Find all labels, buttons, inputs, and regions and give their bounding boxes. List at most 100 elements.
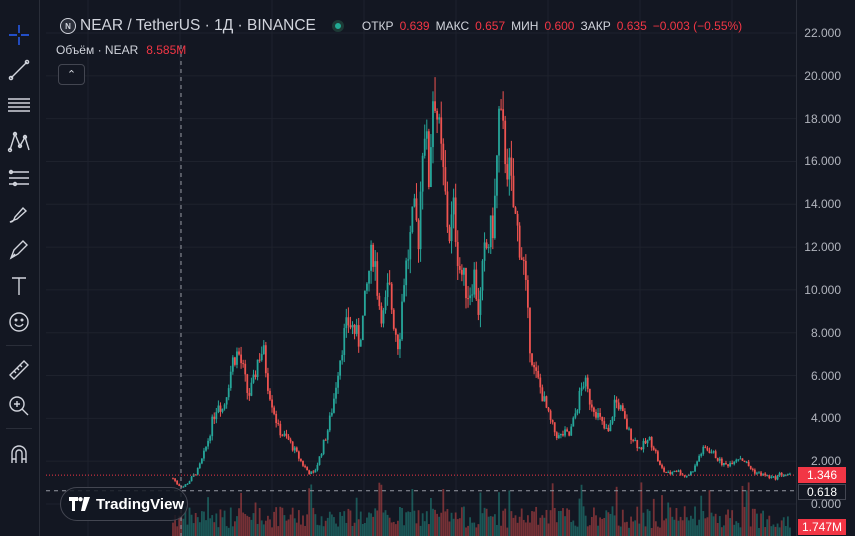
emoji-tool[interactable]: [4, 307, 34, 337]
volume-bar: [267, 515, 269, 536]
volume-bar: [784, 526, 787, 536]
volume-bar: [273, 511, 276, 536]
candle-body: [789, 473, 791, 475]
market-status-icon[interactable]: [331, 20, 344, 32]
volume-bar: [780, 520, 783, 536]
volume-bar: [413, 510, 416, 536]
candle-body: [659, 461, 661, 465]
magnet-tool[interactable]: [4, 440, 34, 470]
symbol-title[interactable]: NEAR / TetherUS · 1Д · BINANCE: [80, 17, 316, 34]
candle-body: [533, 364, 535, 368]
volume-label[interactable]: Объём · NEAR: [56, 43, 139, 57]
candle-body: [415, 198, 418, 221]
volume-bar: [644, 526, 647, 536]
candle-body: [308, 470, 311, 475]
candle-body: [584, 377, 587, 387]
volume-bar: [198, 522, 201, 536]
candle-body: [413, 198, 416, 207]
chart-pane[interactable]: [46, 0, 796, 536]
volume-bar: [279, 506, 282, 536]
volume-bar: [560, 510, 562, 536]
volume-bar: [640, 482, 643, 536]
volume-bar: [743, 506, 746, 536]
crosshair-tool[interactable]: [4, 20, 34, 50]
close-value: 0.635: [616, 19, 647, 33]
volume-bar: [615, 486, 618, 536]
candle-body: [541, 387, 544, 402]
volume-bar: [357, 519, 360, 536]
volume-bar: [297, 510, 300, 536]
price-tick-label: 22.000: [804, 26, 841, 40]
volume-bar: [339, 512, 342, 536]
volume-bar: [203, 511, 205, 536]
candle-body: [483, 242, 486, 261]
volume-bar: [597, 525, 599, 536]
volume-bar: [258, 508, 261, 536]
candle-body: [452, 197, 455, 215]
candle-body: [696, 461, 698, 466]
candle-body: [244, 363, 247, 375]
candle-body: [729, 463, 731, 467]
horizontal-lines-tool[interactable]: [4, 90, 34, 120]
logo-text: TradingView: [96, 495, 185, 513]
volume-bar: [572, 520, 575, 536]
collapse-legend-button[interactable]: ⌃: [58, 64, 85, 85]
candle-body: [281, 435, 284, 437]
candlestick-chart[interactable]: [46, 0, 796, 536]
zoom-in-icon: [9, 396, 29, 416]
volume-bar: [186, 524, 189, 536]
candle-body: [277, 423, 280, 425]
candle-body: [654, 449, 657, 452]
price-tick-label: 0.000: [810, 497, 841, 511]
candle-body: [370, 244, 372, 271]
volume-bar: [196, 517, 199, 536]
brush-tool[interactable]: [4, 200, 34, 230]
text-tool[interactable]: [4, 271, 34, 301]
volume-bar: [692, 518, 694, 536]
zoom-tool[interactable]: [4, 391, 34, 421]
candle-body: [225, 397, 228, 405]
volume-bar: [555, 522, 558, 536]
candle-body: [751, 468, 754, 470]
volume-bar: [687, 520, 690, 536]
candle-body: [436, 110, 439, 120]
fib-tool[interactable]: [4, 163, 34, 193]
pattern-tool[interactable]: [4, 127, 34, 157]
price-axis[interactable]: 1.346 0.618 1.747M 0.000 2.000 4.000 6.000 8…: [796, 0, 855, 536]
volume-bar: [353, 522, 356, 536]
volume-bar: [766, 519, 769, 536]
volume-bar: [502, 510, 505, 536]
candle-body: [628, 428, 630, 430]
candle-body: [198, 463, 201, 468]
candle-body: [297, 451, 300, 459]
volume-bar: [349, 510, 352, 536]
volume-bar: [394, 524, 397, 536]
volume-bar: [570, 522, 573, 536]
candle-body: [588, 388, 591, 405]
candle-body: [366, 283, 368, 291]
volume-bar: [663, 520, 665, 536]
candle-body: [712, 451, 715, 453]
tradingview-logo[interactable]: TradingView: [60, 487, 188, 521]
trend-line-tool[interactable]: [4, 55, 34, 85]
volume-bar: [217, 527, 220, 536]
candle-body: [551, 419, 554, 423]
candle-body: [714, 451, 717, 459]
volume-bar: [442, 488, 445, 536]
volume-bar: [665, 518, 668, 536]
volume-bar: [359, 511, 362, 536]
candle-body: [718, 458, 721, 461]
volume-bar: [407, 511, 410, 536]
candle-body: [512, 175, 515, 208]
volume-bar: [741, 485, 744, 536]
volume-bar: [363, 523, 366, 536]
pen-tool[interactable]: [4, 235, 34, 265]
candle-body: [213, 416, 216, 420]
candle-body: [409, 232, 412, 260]
volume-bar: [498, 492, 500, 536]
candle-body: [566, 429, 568, 432]
ruler-tool[interactable]: [4, 355, 34, 385]
candle-body: [229, 371, 232, 389]
close-label: ЗАКР: [580, 19, 611, 33]
fib-retracement-icon: [8, 169, 29, 187]
